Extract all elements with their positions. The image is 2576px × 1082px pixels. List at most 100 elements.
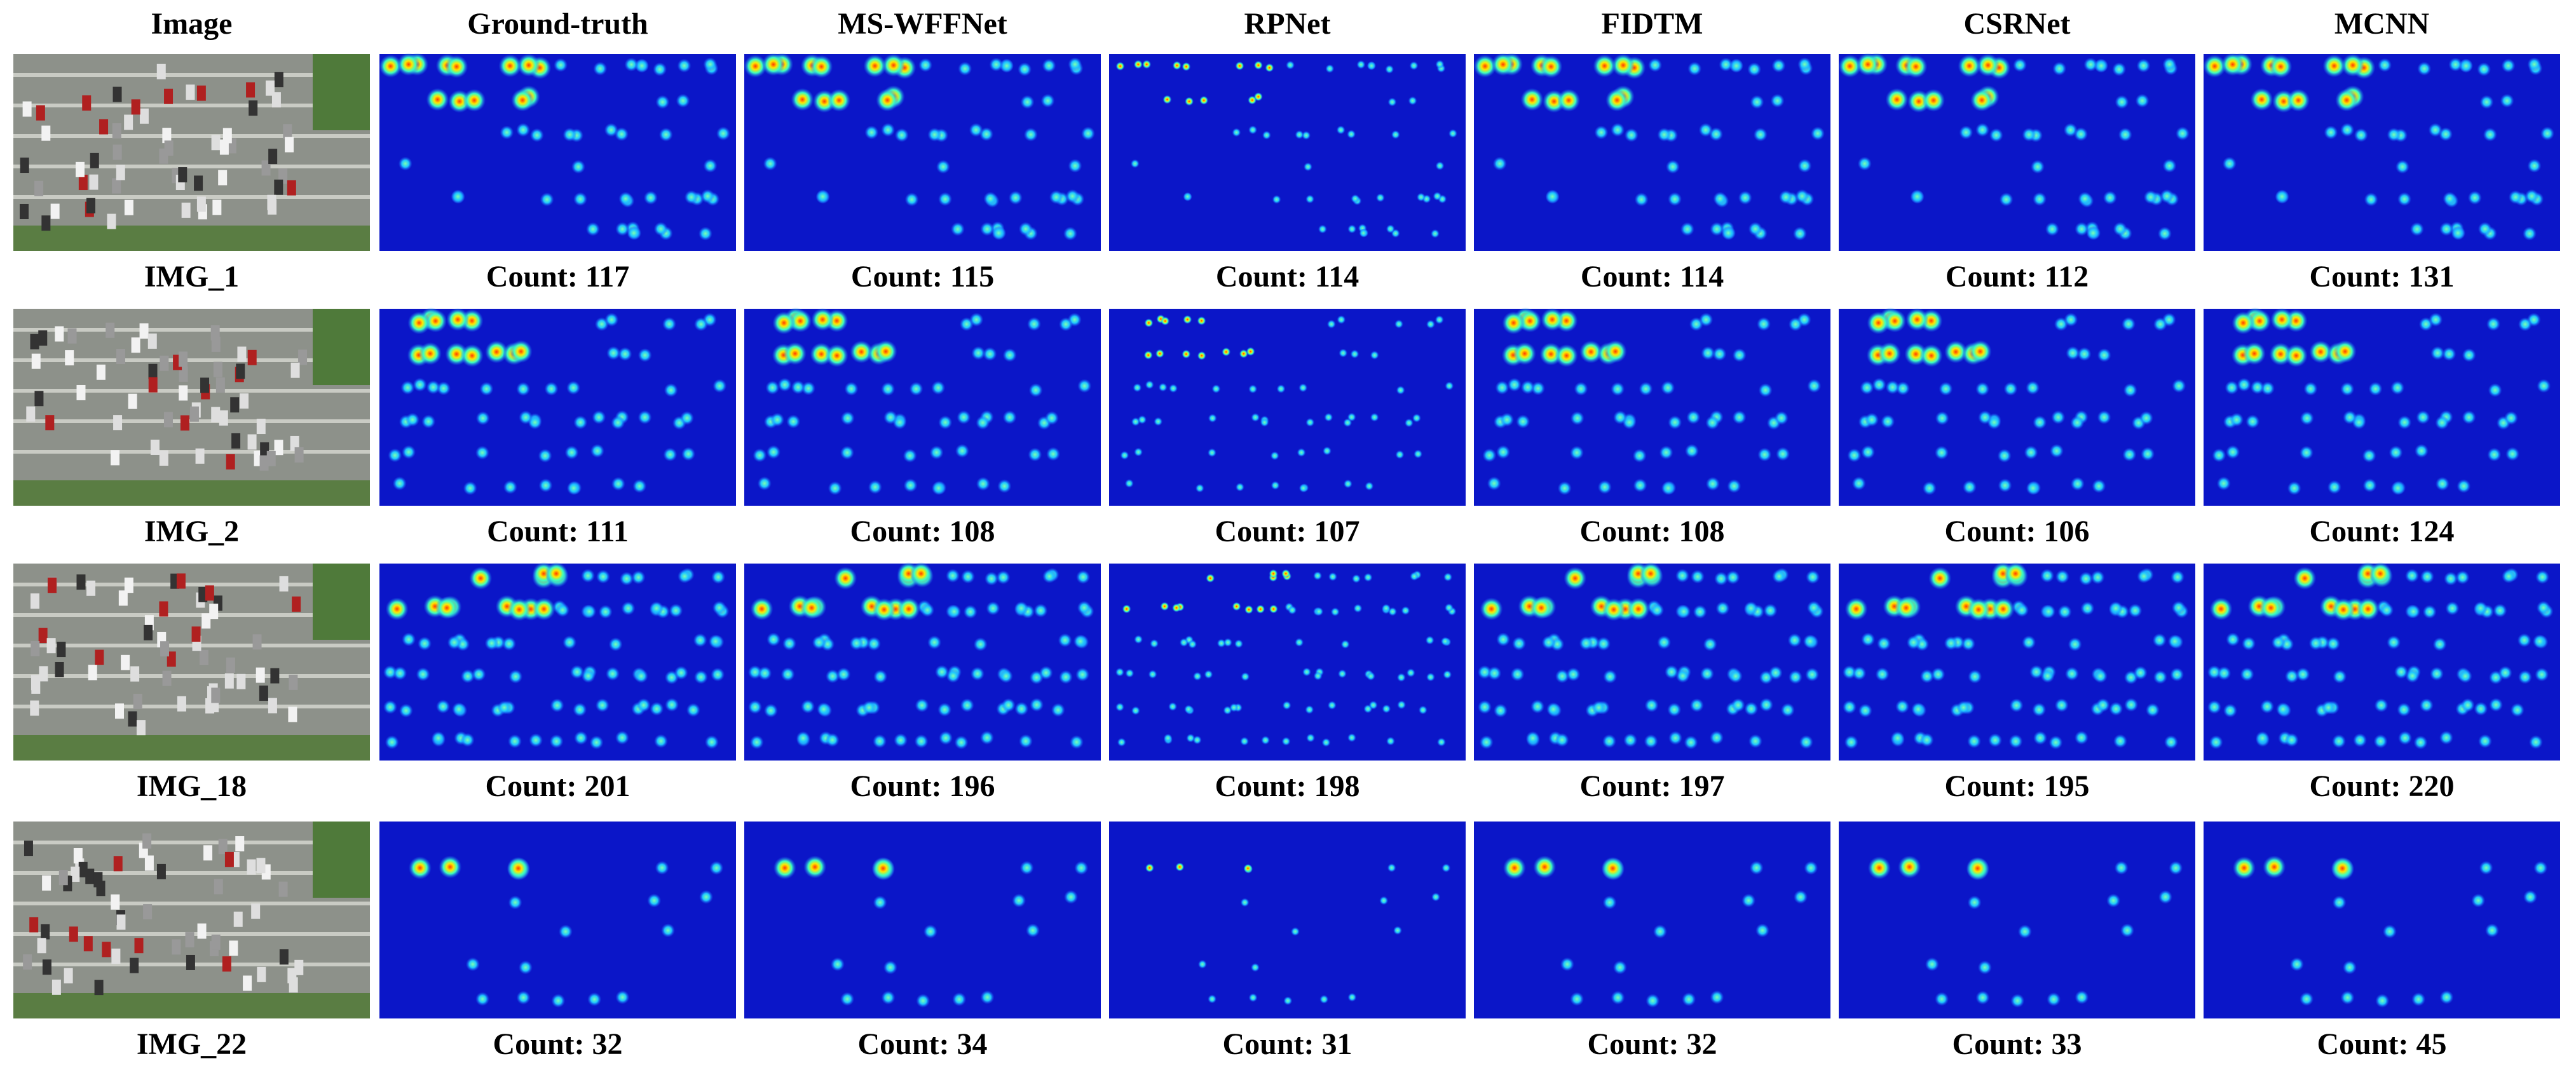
density-blob <box>1234 639 1244 649</box>
density-blob <box>1133 60 1143 69</box>
density-blob <box>2439 731 2453 745</box>
parking-row <box>13 165 370 168</box>
density-blob <box>402 632 416 647</box>
density-map <box>2204 308 2560 506</box>
density-blob <box>1675 668 1690 683</box>
density-blob <box>1664 665 1679 679</box>
car <box>42 875 51 891</box>
car <box>42 959 51 975</box>
density-blob <box>1741 893 1756 908</box>
density-blob <box>465 957 480 971</box>
density-blob <box>801 381 815 396</box>
car <box>38 628 48 644</box>
density-blob <box>1794 889 1808 904</box>
density-blob <box>2324 125 2338 140</box>
density-blob <box>1482 448 1497 463</box>
density-blob <box>650 701 664 716</box>
density-blob <box>849 636 864 651</box>
density-blob <box>1865 412 1879 427</box>
car <box>252 634 262 650</box>
density-blob <box>2086 226 2101 240</box>
density-blob <box>1757 447 1772 462</box>
density-map <box>2204 562 2560 761</box>
density-blob <box>936 159 950 174</box>
density-blob <box>1512 636 1527 651</box>
density-blob <box>1591 700 1606 715</box>
density-blob <box>2054 698 2069 713</box>
density-blob <box>938 192 953 206</box>
density-blob <box>1326 320 1336 329</box>
density-blob <box>1539 55 1563 78</box>
density-blob <box>1885 380 1900 395</box>
car <box>201 613 211 629</box>
density-blob <box>1324 412 1333 422</box>
density-blob <box>2458 669 2472 684</box>
density-blob <box>1337 669 1347 679</box>
density-blob <box>2300 992 2314 1006</box>
density-blob <box>1120 450 1129 460</box>
density-blob <box>1133 383 1142 393</box>
density-blob <box>1699 313 1714 327</box>
count-label: Count: 124 <box>2309 515 2454 548</box>
density-blob <box>581 569 596 583</box>
density-blob <box>1911 702 1926 717</box>
car <box>30 700 39 716</box>
density-blob <box>2112 62 2127 77</box>
density-blob <box>2216 476 2231 490</box>
car <box>75 161 85 177</box>
density-blob <box>716 126 730 141</box>
density-blob <box>1183 314 1192 324</box>
car <box>172 939 181 955</box>
density-blob <box>1712 347 1727 362</box>
density-blob <box>1890 731 1905 745</box>
density-blob <box>2172 379 2186 393</box>
car <box>274 72 283 88</box>
density-blob <box>881 991 896 1005</box>
density-blob <box>1253 60 1263 70</box>
density-blob <box>421 414 436 429</box>
density-blob <box>2209 597 2233 621</box>
density-blob <box>2486 316 2501 331</box>
density-blob <box>619 571 634 586</box>
density-blob <box>1248 384 1258 394</box>
count-label: Count: 108 <box>1579 515 1724 548</box>
density-blob <box>498 54 522 78</box>
density-blob <box>2443 191 2457 206</box>
density-blob <box>747 700 762 714</box>
car <box>20 203 29 219</box>
car <box>41 125 51 141</box>
car <box>148 377 158 393</box>
density-blob <box>1967 895 1982 910</box>
density-blob <box>2457 479 2471 494</box>
density-blob <box>2092 479 2106 494</box>
density-blob <box>1241 672 1250 681</box>
column-header: Ground-truth <box>467 7 648 41</box>
density-blob <box>1700 666 1714 681</box>
car <box>179 385 188 401</box>
density-blob <box>1412 413 1421 423</box>
density-blob <box>2540 126 2554 141</box>
density-blob <box>1270 451 1279 461</box>
density-blob <box>508 895 522 910</box>
density-blob <box>2128 603 2143 618</box>
density-blob <box>2455 570 2470 585</box>
density-blob <box>1444 603 1454 612</box>
density-blob <box>709 861 724 876</box>
density-blob <box>2474 701 2488 716</box>
density-blob <box>1904 55 1928 78</box>
density-blob <box>1375 193 1385 203</box>
car <box>46 638 56 654</box>
density-blob <box>2255 731 2270 745</box>
density-blob <box>549 734 564 748</box>
density-blob <box>712 600 726 615</box>
density-blob <box>2340 382 2355 396</box>
density-blob <box>2170 667 2184 682</box>
density-blob <box>711 570 726 585</box>
density-blob <box>2299 445 2314 460</box>
density-blob <box>929 445 944 460</box>
density-blob <box>1743 601 1758 616</box>
density-blob <box>1491 53 1515 76</box>
density-blob <box>2527 158 2542 173</box>
density-blob <box>1396 673 1406 682</box>
density-blob <box>1134 635 1143 644</box>
